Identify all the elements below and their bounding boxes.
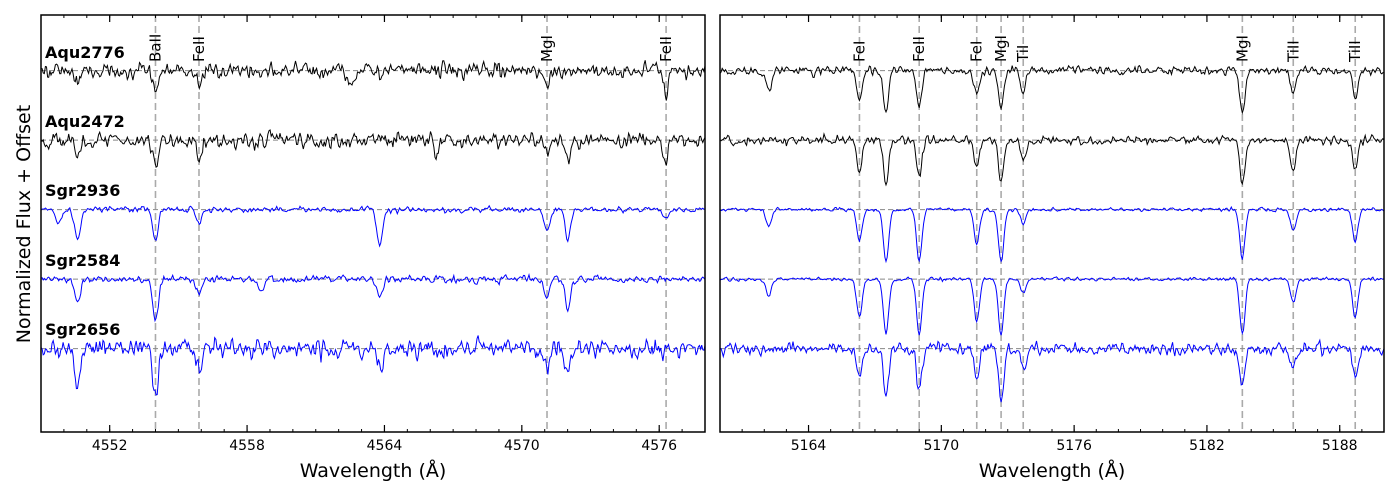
x-tick-label: 4552 xyxy=(92,438,128,454)
line-label-fei: FeI xyxy=(968,41,986,62)
x-tick-label: 5170 xyxy=(924,438,960,454)
star-label-sgr2656: Sgr2656 xyxy=(45,320,120,339)
x-axis-label: Wavelength (Å) xyxy=(979,459,1126,482)
x-tick-label: 5176 xyxy=(1056,438,1092,454)
x-tick-label: 5164 xyxy=(791,438,827,454)
spectrum-aqu2472 xyxy=(720,132,1384,187)
star-label-aqu2472: Aqu2472 xyxy=(45,112,125,131)
star-label-sgr2584: Sgr2584 xyxy=(45,251,120,270)
spectrum-sgr2584 xyxy=(41,272,705,323)
x-tick-label: 5188 xyxy=(1322,438,1358,454)
panel-frame xyxy=(40,14,706,433)
spectrum-aqu2776 xyxy=(720,64,1384,115)
line-label-baii: BaII xyxy=(146,34,164,62)
line-label-fei: FeI xyxy=(850,41,868,62)
x-tick-label: 4570 xyxy=(504,438,540,454)
spectrum-aqu2776 xyxy=(41,59,705,101)
line-label-mgi: MgI xyxy=(992,35,1010,62)
star-label-aqu2776: Aqu2776 xyxy=(45,43,125,62)
line-label-feii: FeII xyxy=(910,36,928,62)
line-label-tiii: TiII xyxy=(1284,40,1302,63)
x-tick-label: 4558 xyxy=(229,438,265,454)
spectrum-sgr2936 xyxy=(41,204,705,248)
x-tick-label: 5182 xyxy=(1189,438,1225,454)
x-tick-label: 4576 xyxy=(641,438,677,454)
spectrum-sgr2656 xyxy=(720,338,1384,403)
left-spectrum-panel: BaII FeII MgI FeII Aqu2776 Aqu2472 Sgr2936 Sgr2… xyxy=(40,14,706,482)
spectrum-sgr2656 xyxy=(41,335,705,396)
line-label-feii: FeII xyxy=(190,36,208,62)
y-axis-label: Normalized Flux + Offset xyxy=(13,105,35,343)
x-tick-label: 4564 xyxy=(367,438,403,454)
spectrum-sgr2936 xyxy=(720,205,1384,264)
line-label-mgi: MgI xyxy=(538,35,556,62)
line-label-tiii: TiII xyxy=(1346,40,1364,63)
line-label-feii: FeII xyxy=(657,36,675,62)
spectrum-sgr2584 xyxy=(720,276,1384,336)
spectrum-aqu2472 xyxy=(41,129,705,168)
line-label-mgi: MgI xyxy=(1233,35,1251,62)
panel-frame xyxy=(719,14,1385,433)
line-label-tii: TiI xyxy=(1014,45,1032,63)
star-label-sgr2936: Sgr2936 xyxy=(45,181,120,200)
x-axis-label: Wavelength (Å) xyxy=(300,459,447,482)
